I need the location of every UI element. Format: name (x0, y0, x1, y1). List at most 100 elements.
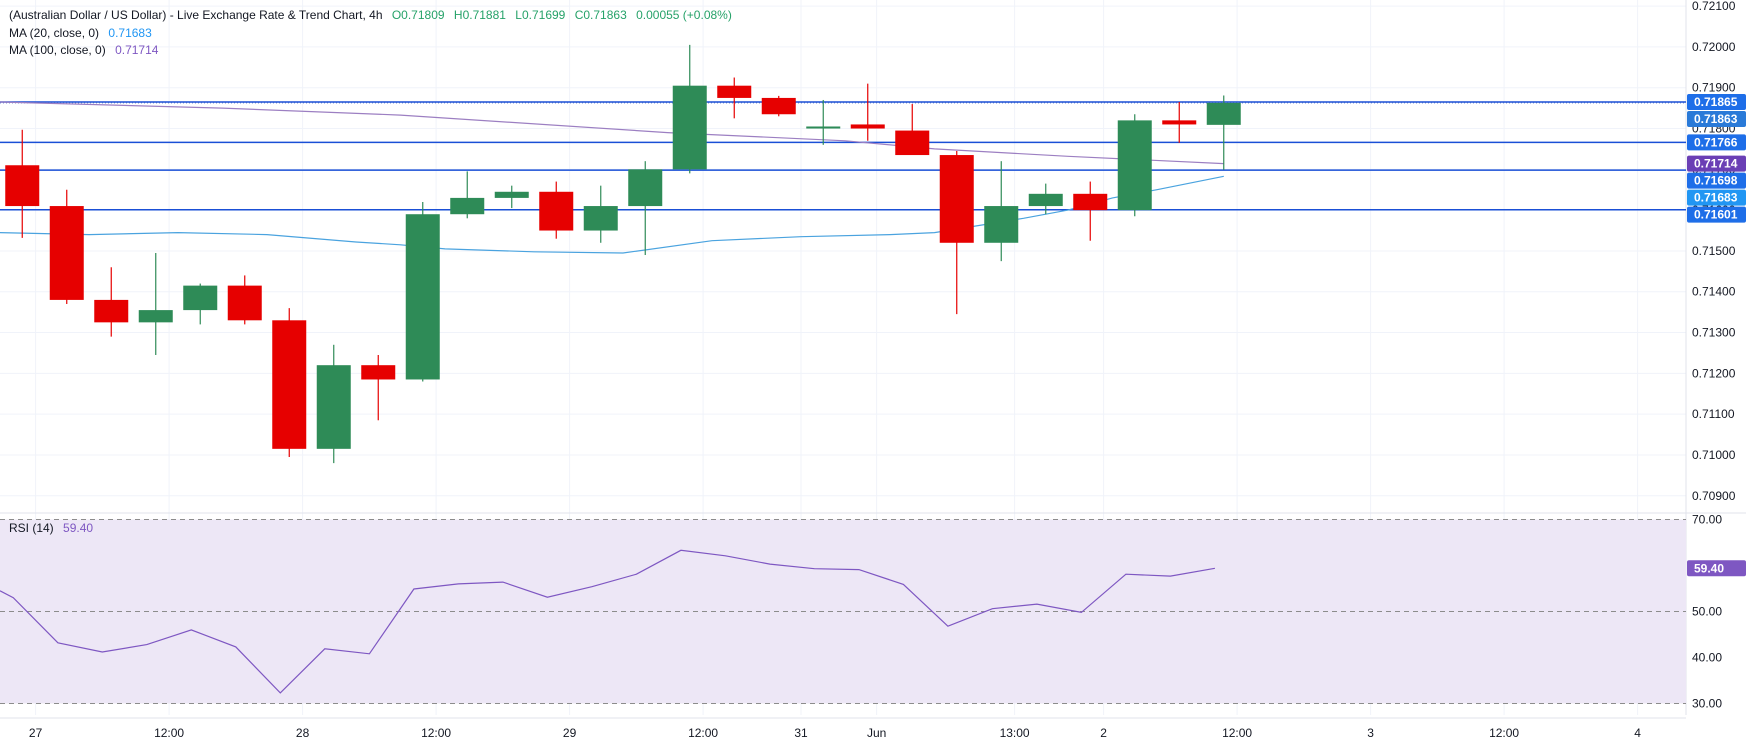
price-axis-tick-label: 0.72000 (1692, 40, 1736, 54)
legend-close: C0.71863 (574, 8, 627, 22)
candle (405, 201, 440, 382)
legend-change: 0.00055 (+0.08%) (636, 8, 732, 22)
candle (984, 161, 1019, 262)
candle-body (984, 206, 1019, 243)
price-tag-label: 0.71601 (1694, 208, 1738, 222)
candle (850, 83, 885, 141)
time-axis-tick-label: 12:00 (1489, 726, 1519, 740)
candle-body (272, 320, 307, 449)
candle (1117, 114, 1152, 217)
price-tag-label: 0.71714 (1694, 157, 1738, 171)
time-axis-tick-label: 4 (1634, 726, 1641, 740)
candle-body (1117, 120, 1152, 211)
legend-ma20-label: MA (20, close, 0) (9, 26, 100, 40)
price-axis-tick-label: 0.71400 (1692, 285, 1736, 299)
candle-body (450, 197, 485, 215)
candle-body (628, 169, 663, 207)
rsi-axis-tick-label: 70.00 (1692, 513, 1722, 527)
rsi-tag-box (1687, 560, 1746, 577)
legend-ma100[interactable]: MA (100, close, 0) 0.71714 (9, 42, 164, 58)
candle-body (717, 85, 752, 98)
time-axis-tick-label: 2 (1100, 726, 1107, 740)
rsi-line (0, 549, 1216, 694)
time-axis-tick-label: 3 (1367, 726, 1374, 740)
price-axis-tick-label: 0.71100 (1692, 407, 1735, 421)
legend-ma20[interactable]: MA (20, close, 0) 0.71683 (9, 25, 158, 41)
candle-body (895, 130, 930, 156)
rsi-axis-tick-label: 50.00 (1692, 605, 1722, 619)
candle-body (405, 214, 440, 380)
time-axis-tick-label: 31 (794, 726, 808, 740)
candle-body (1073, 193, 1108, 211)
rsi-axis-tick-label: 30.00 (1692, 697, 1722, 711)
candle (717, 77, 752, 119)
price-axis-tick-label: 0.71500 (1692, 244, 1736, 258)
time-axis-tick-label: 28 (296, 726, 310, 740)
candles (5, 44, 1241, 464)
price-tag-box (1687, 111, 1746, 128)
price-tag-label: 0.71863 (1694, 112, 1738, 126)
price-tag-box (1687, 155, 1746, 172)
candle (628, 161, 663, 256)
candle (227, 275, 262, 325)
candle-body (806, 126, 841, 129)
legend-ma100-value: 0.71714 (115, 43, 159, 57)
candle-body (49, 206, 84, 300)
candle (672, 44, 707, 174)
price-tag-label: 0.71766 (1694, 135, 1738, 149)
candle (539, 181, 574, 239)
price-tag-box (1687, 172, 1746, 189)
legend-rsi-label: RSI (14) (9, 521, 54, 535)
candle (1162, 102, 1197, 143)
price-axis-tick-label: 0.71900 (1692, 81, 1736, 95)
candle-body (939, 155, 974, 243)
legend-ma20-value: 0.71683 (108, 26, 152, 40)
candle-body (5, 165, 40, 207)
price-tag-box (1687, 134, 1746, 151)
time-axis-tick-label: 12:00 (688, 726, 718, 740)
candle-body (539, 191, 574, 231)
candle (1073, 181, 1108, 241)
candle-body (850, 124, 885, 129)
legend-title: (Australian Dollar / US Dollar) - Live E… (9, 7, 738, 23)
time-axis-tick-label: 13:00 (1000, 726, 1030, 740)
price-tag-box (1687, 189, 1746, 206)
candle (806, 99, 841, 145)
candle (316, 344, 351, 464)
legend-high: H0.71881 (453, 8, 506, 22)
time-axis-tick-label: 12:00 (1222, 726, 1252, 740)
candle-body (361, 365, 396, 380)
price-axis-tick-label: 0.71300 (1692, 326, 1736, 340)
candle (5, 129, 40, 238)
candle-body (183, 285, 218, 311)
legend-title-text: (Australian Dollar / US Dollar) - Live E… (9, 8, 383, 22)
rsi-tag-label: 59.40 (1694, 561, 1724, 575)
candle-body (583, 206, 618, 231)
price-axis-tick-label: 0.70900 (1692, 489, 1736, 503)
candle (138, 252, 173, 355)
candle (272, 308, 307, 457)
time-axis-tick-label: 12:00 (154, 726, 184, 740)
price-axis-tick-label: 0.71200 (1692, 366, 1736, 380)
rsi-axis-tick-label: 40.00 (1692, 651, 1722, 665)
price-tag-box (1687, 206, 1746, 223)
candle-body (227, 285, 262, 321)
candle (450, 171, 485, 219)
time-axis-tick-label: Jun (867, 726, 886, 740)
legend-open: O0.71809 (391, 8, 445, 22)
legend-low: L0.71699 (515, 8, 566, 22)
candle (583, 185, 618, 243)
candle (183, 283, 218, 325)
candle-body (316, 365, 351, 449)
candle (49, 189, 84, 304)
candle-body (1028, 193, 1063, 207)
price-axis-tick-label: 0.71000 (1692, 448, 1736, 462)
candle-body (94, 299, 129, 323)
candle-body (138, 310, 173, 323)
candle-body (672, 85, 707, 170)
legend-rsi[interactable]: RSI (14) 59.40 (9, 520, 99, 536)
price-axis-tick-label: 0.72100 (1692, 0, 1736, 13)
time-axis-tick-label: 29 (563, 726, 577, 740)
candle-body (761, 97, 796, 115)
